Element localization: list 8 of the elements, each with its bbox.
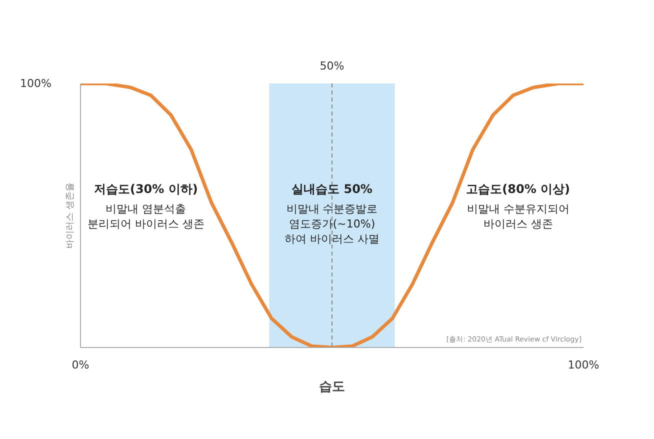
annotation: 저습도(30% 이하) 비말내 염분석출 분리되어 바이러스 생존 xyxy=(87,182,204,231)
text: 100% xyxy=(20,77,52,90)
x-tick-label: 0% xyxy=(72,358,90,372)
x-axis-title: 습도 xyxy=(319,380,345,394)
y-axis-title: 바이러스 생존율 xyxy=(66,182,76,248)
annotation: 고습도(80% 이상) 비말내 수분유지되어 바이러스 생존 xyxy=(466,182,570,231)
ref-line-label: 50% xyxy=(320,60,344,72)
annotation: 실내습도 50% 비말내 수분증발로 염도증가(~10%) 하여 바이러스 사멸 xyxy=(284,182,380,246)
